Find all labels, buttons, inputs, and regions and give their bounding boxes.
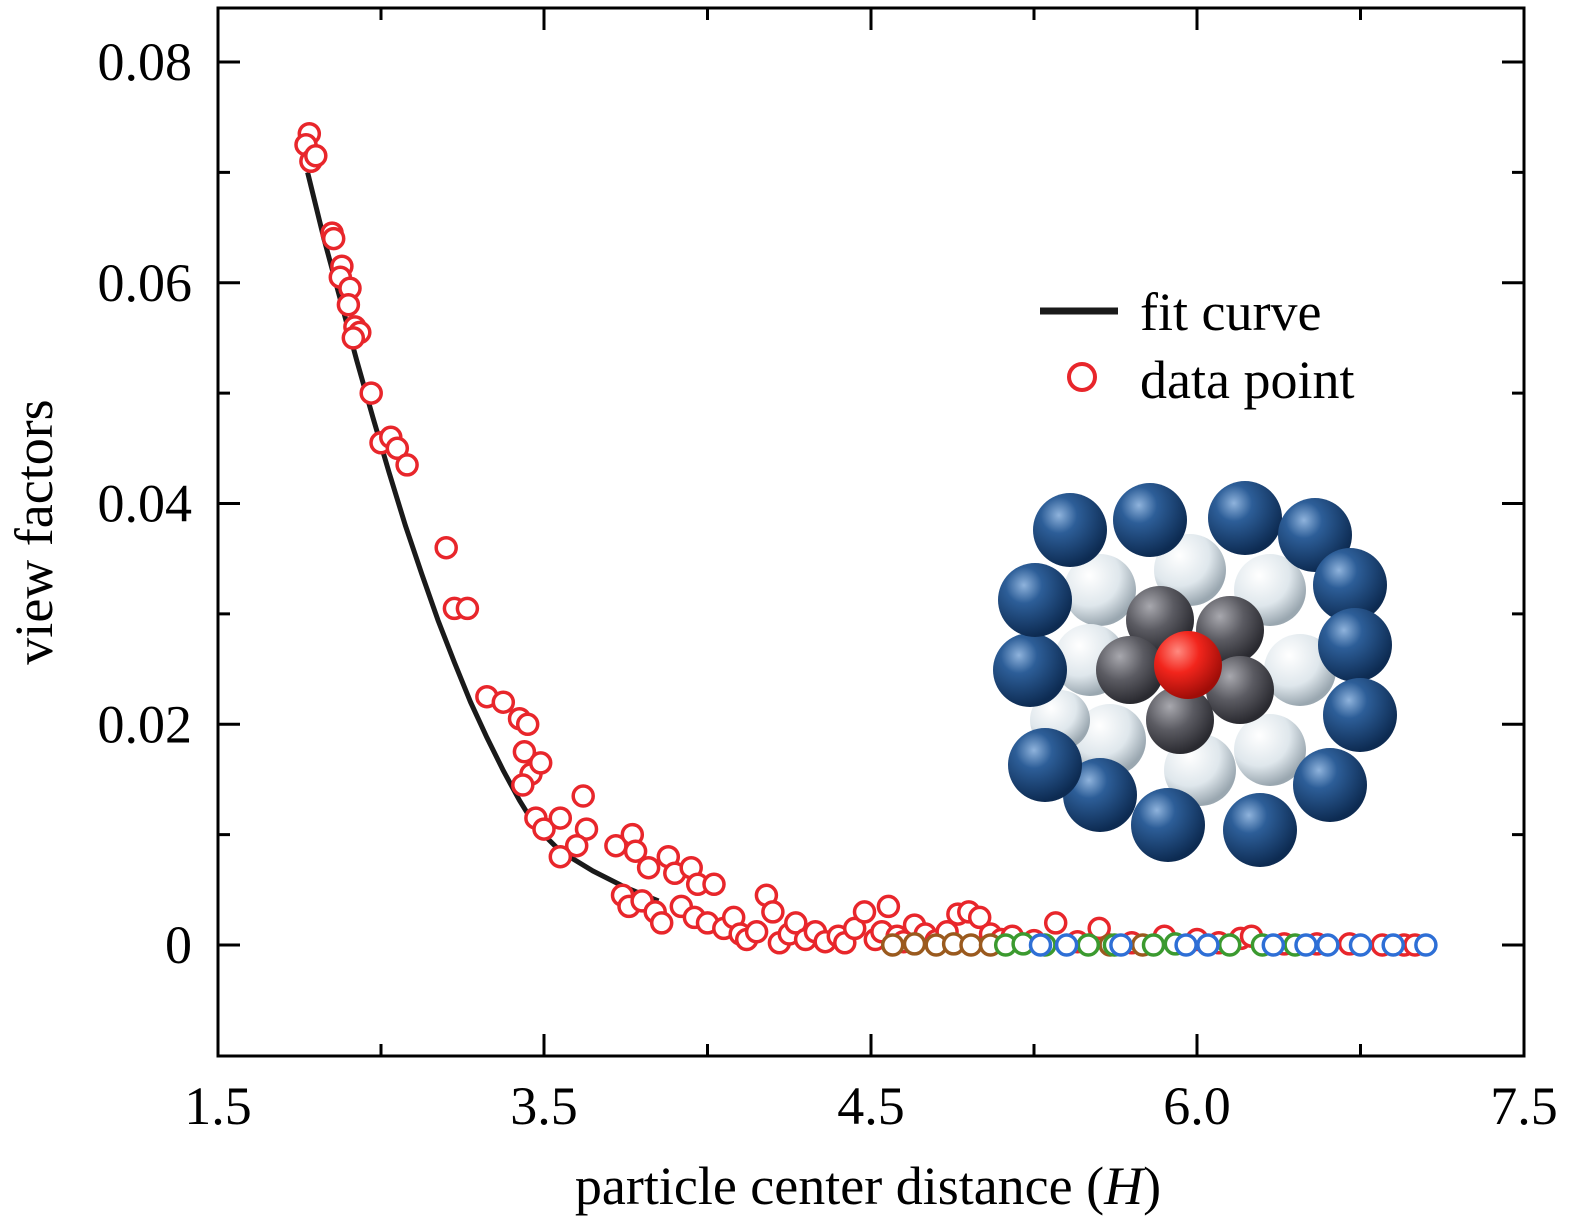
data-point-marker — [359, 381, 383, 405]
x-tick-label: 1.5 — [184, 1076, 252, 1136]
particle-cluster-illustration — [993, 481, 1397, 867]
data-point-marker — [1028, 933, 1053, 957]
x-axis-title-main: particle center distance ( — [575, 1156, 1104, 1216]
data-point-marker — [1043, 911, 1068, 935]
data-point-marker — [959, 933, 983, 957]
data-point-marker — [532, 817, 556, 841]
data-point-marker — [744, 920, 769, 944]
data-point-marker — [548, 844, 573, 869]
data-point-marker — [548, 806, 573, 830]
data-point-marker — [564, 833, 589, 858]
legend-marker-swatch — [1067, 362, 1097, 392]
data-point-marker — [1294, 933, 1318, 957]
data-point-marker — [571, 784, 595, 808]
x-axis-title: particle center distance (H) — [575, 1156, 1161, 1216]
data-point-marker — [876, 894, 901, 919]
data-point-marker — [511, 773, 535, 797]
data-point-marker — [842, 916, 867, 941]
data-point-marker — [1174, 933, 1198, 957]
tick-labels: 0 0.02 0.04 0.06 0.08 1.5 3.5 4.5 6.0 7.5 — [98, 32, 1558, 1136]
data-point-marker — [1316, 933, 1340, 957]
legend: fit curve data point — [1040, 282, 1354, 410]
data-point-marker — [967, 905, 992, 930]
data-point-marker — [395, 453, 419, 477]
data-point-marker — [1087, 916, 1111, 941]
y-tick-label: 0 — [165, 915, 192, 975]
data-point-marker — [852, 900, 877, 924]
x-tick-label: 7.5 — [1490, 1076, 1558, 1136]
x-tick-label: 6.0 — [1163, 1076, 1231, 1136]
fit-curve-line — [305, 171, 660, 904]
data-points-layer — [294, 121, 1438, 957]
x-tick-label: 3.5 — [510, 1076, 578, 1136]
data-point-marker — [636, 855, 661, 880]
data-point-marker — [1348, 933, 1373, 957]
y-tick-label: 0.08 — [98, 32, 193, 92]
data-point-marker — [304, 144, 328, 168]
legend-label-fit: fit curve — [1140, 282, 1321, 342]
data-point-marker — [434, 535, 458, 560]
data-point-marker — [784, 911, 808, 935]
x-axis-title-symbol: H — [1103, 1156, 1146, 1216]
data-point-marker — [385, 436, 410, 461]
data-point-marker — [515, 712, 540, 737]
y-tick-label: 0.06 — [98, 253, 193, 313]
data-point-marker — [1217, 933, 1242, 957]
data-point-marker — [1054, 933, 1079, 957]
y-tick-label: 0.04 — [98, 474, 193, 534]
data-point-marker — [455, 596, 480, 621]
x-axis-title-end: ) — [1143, 1156, 1161, 1216]
axis-ticks — [216, 8, 1526, 1056]
data-point-marker — [702, 872, 726, 897]
data-point-marker — [1261, 933, 1286, 957]
fit-curve-layer — [305, 171, 660, 904]
data-point-marker — [1076, 933, 1101, 957]
data-point-marker — [1414, 933, 1438, 957]
data-point-marker — [341, 326, 366, 350]
data-point-marker — [880, 933, 905, 957]
data-point-marker — [1109, 933, 1133, 957]
data-point-marker — [902, 932, 927, 956]
data-point-marker — [1141, 933, 1166, 957]
data-point-marker — [528, 751, 553, 775]
data-point-marker — [649, 911, 674, 935]
legend-label-data: data point — [1140, 350, 1354, 410]
data-point-marker — [321, 226, 346, 251]
data-point-marker — [574, 817, 599, 841]
data-point-marker — [336, 293, 361, 317]
data-point-marker — [623, 839, 648, 863]
data-point-marker — [761, 900, 785, 924]
data-point-marker — [491, 690, 516, 714]
y-axis-title: view factors — [4, 399, 64, 664]
data-point-marker — [1196, 933, 1220, 957]
data-point-marker — [1381, 933, 1405, 957]
y-tick-label: 0.02 — [98, 694, 193, 754]
data-point-marker — [512, 740, 537, 764]
x-tick-label: 4.5 — [837, 1076, 905, 1136]
